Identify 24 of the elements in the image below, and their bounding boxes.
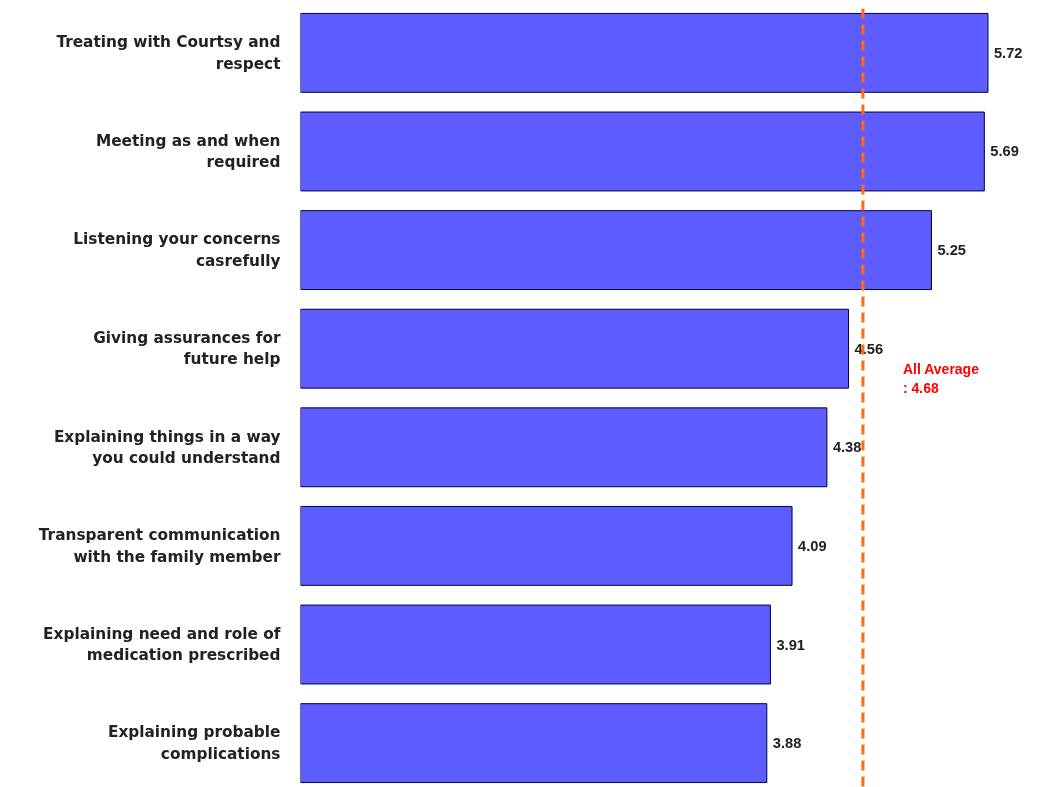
bar xyxy=(300,210,932,291)
y-tick-label: Listening your concerns casrefully xyxy=(73,230,281,270)
data-label: 3.91 xyxy=(776,636,805,653)
data-label: 5.72 xyxy=(993,44,1023,61)
data-label: 4.09 xyxy=(798,537,827,554)
data-label: 3.88 xyxy=(772,735,802,752)
bar xyxy=(300,703,768,784)
bar xyxy=(300,308,850,389)
y-tick-label: Meeting as and when required xyxy=(95,131,281,172)
bar xyxy=(300,12,989,93)
y-tick-label: Explaining things in a way you could understand xyxy=(53,427,281,468)
ref-line-label: All Average : 4.68 xyxy=(902,360,980,396)
y-tick-label: Explaining probable complications xyxy=(107,723,281,763)
y-tick-label: Transparent communication with the family member xyxy=(38,526,281,566)
data-label: 5.69 xyxy=(990,143,1019,160)
y-tick-label: Treating with Courtsy and respect xyxy=(56,33,281,73)
bar xyxy=(300,505,793,586)
data-label: 5.25 xyxy=(937,242,966,259)
bar xyxy=(300,407,828,488)
y-tick-label: Giving assurances for future help xyxy=(93,328,281,369)
y-tick-label: Explaining need and role of medication prescribed xyxy=(43,624,281,665)
bar xyxy=(300,111,985,192)
bar xyxy=(300,604,771,685)
data-label: 4.38 xyxy=(832,439,862,456)
